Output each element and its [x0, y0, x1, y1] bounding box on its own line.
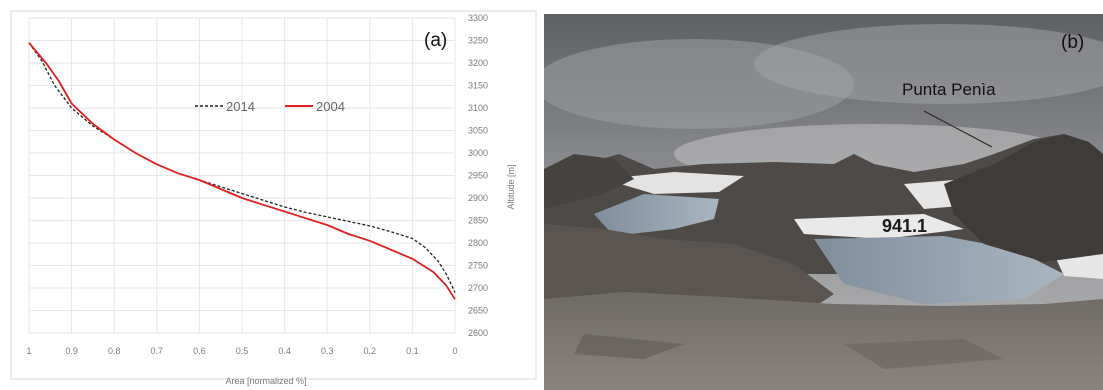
mountain-ridge — [544, 134, 1103, 274]
cloud — [754, 24, 1103, 104]
legend-2014-label: 2014 — [226, 99, 255, 114]
rock-shadow — [574, 334, 684, 359]
rock-shadow — [844, 339, 1004, 369]
panel-tag-a: (a) — [424, 30, 447, 51]
altitude-area-chart: 1 0.9 0.8 0.7 0.6 0.5 0.4 0.3 0.2 0.1 0 2600 2650 270… — [10, 10, 537, 386]
y-tick-label: 2850 — [468, 216, 488, 226]
x-tick-label: 0.8 — [108, 346, 121, 356]
y-axis-label: Altitude [m] — [506, 164, 516, 209]
panel-tag-b: (b) — [1061, 32, 1084, 53]
chart-frame — [10, 10, 537, 380]
glacier-photo: Punta Penìa 941.1 (b) — [544, 14, 1103, 390]
series-line-2014 — [28, 42, 456, 293]
x-tick-label: 0.7 — [151, 346, 164, 356]
y-tick-label: 2750 — [468, 261, 488, 271]
y-tick-label: 3100 — [468, 103, 488, 113]
foreground-rock — [544, 292, 1103, 390]
y-tick-label: 2900 — [468, 193, 488, 203]
series-line-2004 — [28, 42, 456, 300]
y-tick-label: 2800 — [468, 238, 488, 248]
glacier-ice-left — [594, 194, 719, 236]
x-tick-label: 0.2 — [364, 346, 377, 356]
y-tick-label: 3200 — [468, 58, 488, 68]
rock-outcrop — [544, 154, 634, 209]
x-tick-label: 0.4 — [278, 346, 291, 356]
legend: 2014 2004 — [195, 99, 345, 114]
legend-2004-label: 2004 — [316, 99, 345, 114]
x-tick-label: 0.5 — [236, 346, 249, 356]
peak-punta-penia — [944, 134, 1103, 262]
y-tick-label: 3250 — [468, 36, 488, 46]
y-tick-label: 2950 — [468, 171, 488, 181]
x-tick-label: 0.6 — [193, 346, 206, 356]
peak-label: Punta Penìa — [902, 80, 996, 99]
tick-labels: 1 0.9 0.8 0.7 0.6 0.5 0.4 0.3 0.2 0.1 0 2600 2650 270… — [26, 13, 488, 356]
snow-patch — [794, 214, 964, 239]
x-tick-label: 0.3 — [321, 346, 334, 356]
photo-panel-b: Punta Penìa 941.1 (b) — [544, 14, 1103, 390]
series-layer — [28, 42, 456, 300]
y-tick-label: 2650 — [468, 306, 488, 316]
x-tick-label: 0 — [452, 346, 457, 356]
x-axis-label: Area [normalized %] — [225, 376, 306, 386]
y-tick-label: 3300 — [468, 13, 488, 23]
peak-pointer-line — [923, 110, 993, 148]
y-tick-label: 3150 — [468, 81, 488, 91]
y-tick-label: 2700 — [468, 283, 488, 293]
chart-panel-a: 1 0.9 0.8 0.7 0.6 0.5 0.4 0.3 0.2 0.1 0 2600 2650 270… — [0, 0, 540, 390]
x-tick-label: 1 — [26, 346, 31, 356]
glacier-ice-main — [814, 236, 1064, 304]
y-tick-label: 3050 — [468, 126, 488, 136]
snow-patch — [604, 172, 744, 194]
x-tick-label: 0.1 — [406, 346, 419, 356]
y-tick-label: 2600 — [468, 328, 488, 338]
glacier-number-label: 941.1 — [882, 216, 927, 236]
y-tick-label: 3000 — [468, 148, 488, 158]
x-tick-label: 0.9 — [65, 346, 78, 356]
